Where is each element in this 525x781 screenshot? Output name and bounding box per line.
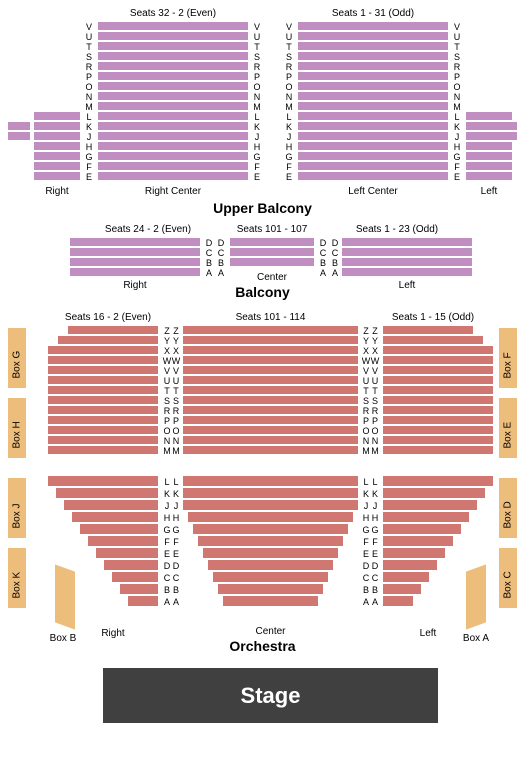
bal-c-seats: Seats 101 - 107 [230, 224, 314, 235]
orchestra-title: Orchestra [8, 638, 517, 654]
upper-balcony-title: Upper Balcony [8, 200, 517, 216]
box-d-label: Box D [503, 487, 514, 529]
ub-right-center[interactable] [98, 22, 248, 182]
box-c-label: Box C [503, 557, 514, 599]
orch-c-seats: Seats 101 - 114 [183, 312, 358, 323]
box-a-label: Box A [456, 633, 496, 644]
ub-rc-seats: Seats 32 - 2 (Even) [98, 8, 248, 19]
orch-r-seats: Seats 16 - 2 (Even) [58, 312, 158, 323]
orch-c-label: Center [183, 626, 358, 637]
box-e-label: Box E [503, 407, 514, 449]
ub-left-center[interactable] [298, 22, 448, 182]
bal-l-seats: Seats 1 - 23 (Odd) [342, 224, 452, 235]
ub-right-wing[interactable] [8, 122, 30, 142]
orch-left-upper[interactable] [383, 326, 493, 456]
orch-center-lower[interactable] [183, 476, 358, 608]
box-b[interactable] [55, 564, 75, 629]
ub-rc-label: Right Center [98, 186, 248, 197]
orch-right-upper[interactable] [48, 326, 158, 456]
bal-center[interactable] [230, 238, 314, 268]
ub-lc-label: Left Center [298, 186, 448, 197]
box-j-label: Box J [12, 487, 23, 529]
bal-right[interactable] [70, 238, 200, 278]
balcony-title: Balcony [8, 284, 517, 300]
box-h-label: Box H [12, 407, 23, 449]
bal-left[interactable] [342, 238, 472, 278]
box-b-label: Box B [43, 633, 83, 644]
ub-right-label: Right [34, 186, 80, 197]
stage-label: Stage [241, 683, 301, 709]
box-g-label: Box G [12, 337, 23, 379]
orch-center-upper[interactable] [183, 326, 358, 456]
seating-chart: Seats 32 - 2 (Even) Seats 1 - 31 (Odd) V… [8, 8, 517, 773]
box-k-label: Box K [12, 557, 23, 599]
ub-left-wing[interactable] [495, 122, 517, 142]
ub-lc-seats: Seats 1 - 31 (Odd) [298, 8, 448, 19]
bal-c-label: Center [230, 272, 314, 283]
bal-r-seats: Seats 24 - 2 (Even) [93, 224, 203, 235]
ub-left-label: Left [466, 186, 512, 197]
orch-l-seats: Seats 1 - 15 (Odd) [383, 312, 483, 323]
stage: Stage [103, 668, 438, 723]
box-a[interactable] [466, 564, 486, 629]
box-f-label: Box F [503, 337, 514, 379]
ub-right-side[interactable] [34, 112, 80, 182]
